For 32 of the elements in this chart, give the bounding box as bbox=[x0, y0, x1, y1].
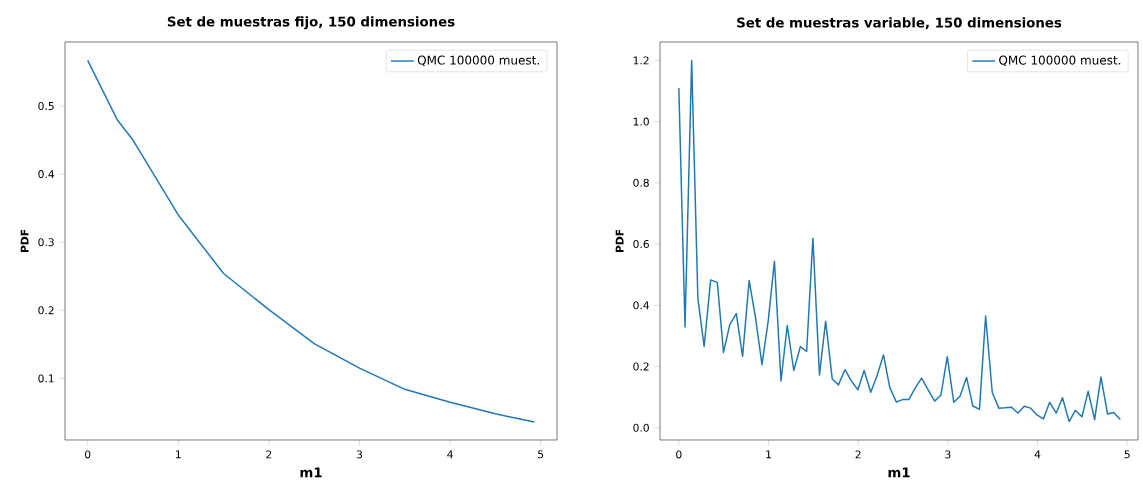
y-axis-title: PDF bbox=[20, 229, 29, 252]
y-tick-label: 0.4 bbox=[38, 170, 55, 179]
y-axis-title: PDF bbox=[615, 229, 624, 252]
legend-label: QMC 100000 muest. bbox=[999, 55, 1121, 67]
x-tick-label: 1 bbox=[766, 450, 771, 459]
x-tick-label: 2 bbox=[266, 450, 272, 459]
y-tick-label: 0.6 bbox=[633, 240, 649, 249]
x-tick-label: 5 bbox=[1124, 450, 1130, 459]
y-tick-label: 0.3 bbox=[38, 238, 54, 247]
x-tick-label: 3 bbox=[356, 450, 363, 459]
x-tick-label: 5 bbox=[538, 450, 544, 459]
legend-label: QMC 100000 muest. bbox=[417, 55, 539, 66]
chart-title: Set de muestras variable, 150 dimensiones bbox=[737, 17, 1062, 30]
x-tick-label: 4 bbox=[1034, 450, 1041, 459]
y-tick-label: 0.2 bbox=[38, 306, 54, 315]
x-tick-label: 0 bbox=[676, 450, 682, 459]
y-tick-label: 0.1 bbox=[38, 374, 54, 383]
y-tick-label: 0.0 bbox=[633, 423, 649, 432]
y-tick-label: 0.4 bbox=[633, 301, 650, 310]
x-tick-label: 0 bbox=[84, 450, 91, 459]
chart-title: Set de muestras fijo, 150 dimensiones bbox=[167, 16, 455, 30]
y-tick-label: 0.8 bbox=[633, 178, 649, 187]
x-tick-label: 3 bbox=[945, 450, 951, 459]
y-tick-label: 1.2 bbox=[633, 56, 649, 65]
y-tick-label: 1.0 bbox=[633, 117, 649, 126]
y-tick-label: 0.5 bbox=[38, 101, 54, 111]
x-tick-label: 4 bbox=[447, 450, 453, 459]
x-tick-label: 2 bbox=[855, 450, 861, 459]
x-axis-title: m1 bbox=[300, 467, 322, 478]
x-axis-title: m1 bbox=[888, 467, 910, 478]
y-tick-label: 0.2 bbox=[633, 362, 649, 371]
x-tick-label: 1 bbox=[176, 450, 181, 459]
